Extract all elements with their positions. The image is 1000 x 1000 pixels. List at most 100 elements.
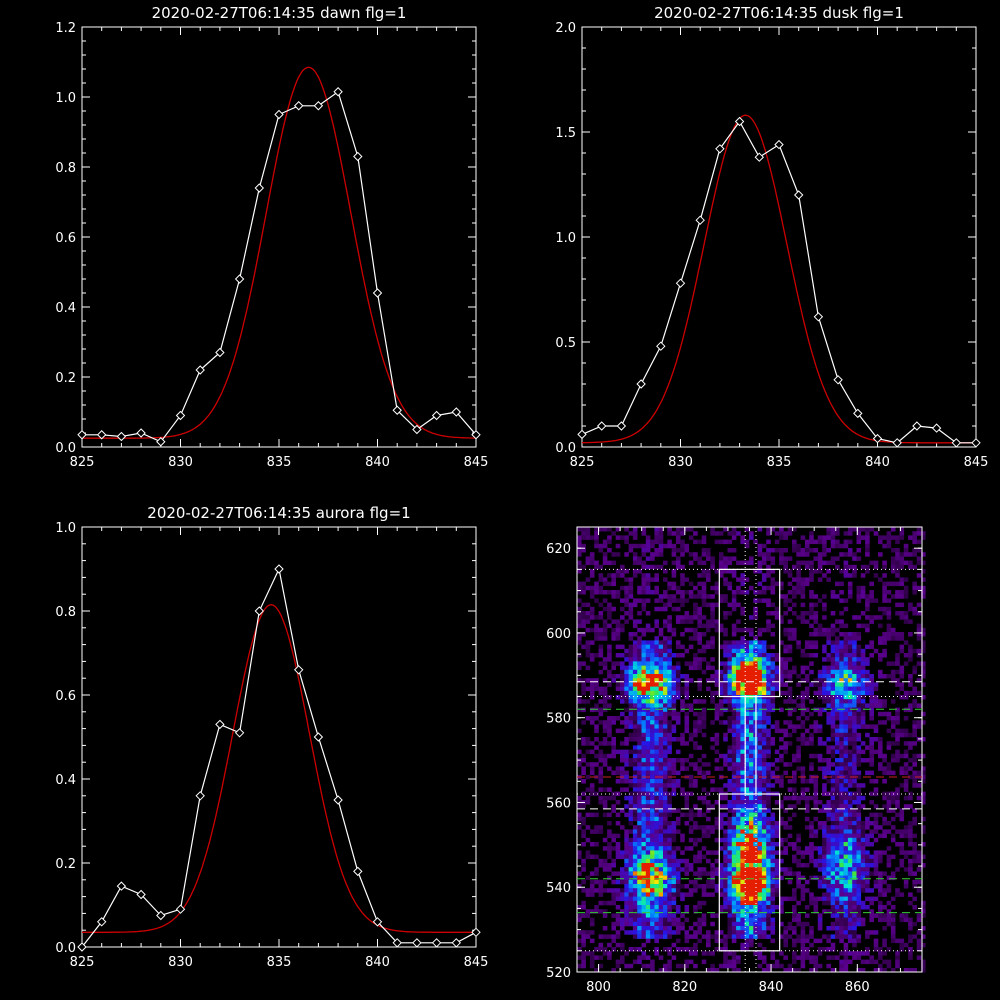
heatmap-cell [830,749,836,755]
heatmap-cell [727,825,733,830]
heatmap-cell [727,892,733,897]
heatmap-cell [753,892,758,897]
heatmap-cell [667,627,672,633]
heatmap-cell [675,921,681,927]
heatmap-cell [809,594,814,599]
heatmap-cell [650,921,655,927]
heatmap-cell [667,921,672,927]
heatmap-cell [886,791,892,797]
heatmap-cell [830,783,836,788]
heatmap-cell [654,913,659,918]
heatmap-cell [869,724,874,729]
heatmap-cell [650,779,655,784]
heatmap-cell [637,619,642,624]
heatmap-cell [701,602,707,608]
heatmap-cell [753,615,758,620]
heatmap-cell [632,825,638,830]
heatmap-cell [792,791,797,797]
heatmap-cell [813,678,819,683]
heatmap-cell [809,892,814,897]
heatmap-cell [710,690,715,696]
heatmap-cell [688,665,694,671]
heatmap-cell [903,795,909,801]
heatmap-cell [826,879,831,885]
heatmap-cell [581,661,586,666]
heatmap-cell [830,724,836,729]
heatmap-cell [736,892,741,897]
heatmap-cell [804,695,810,700]
heatmap-cell [809,753,814,759]
heatmap-cell [615,527,621,532]
heatmap-cell [882,653,887,658]
heatmap-cell [684,661,690,666]
heatmap-cell [822,842,827,847]
heatmap-cell [598,909,604,914]
heatmap-cell [663,808,668,813]
heatmap-cell [637,842,642,847]
heatmap-cell [774,581,780,587]
heatmap-cell [749,837,754,843]
heatmap-cell [731,527,737,532]
heatmap-cell [688,816,694,822]
heatmap-cell [826,678,831,683]
heatmap-cell [895,636,900,641]
heatmap-cell [632,900,638,906]
heatmap-cell [658,825,664,830]
heatmap-cell [757,695,763,700]
heatmap-cell [693,728,698,734]
heatmap-cell [878,657,883,662]
heatmap-cell [847,640,853,645]
heatmap-cell [839,724,844,729]
heatmap-cell [645,732,651,738]
heatmap-cell [890,564,896,570]
heatmap-cell [912,858,917,864]
heatmap-cell [757,527,763,532]
heatmap-cell [792,527,797,532]
heatmap-cell [921,913,926,918]
heatmap-cell [671,833,677,839]
heatmap-cell [598,543,604,549]
heatmap-cell [671,825,677,830]
heatmap-cell [680,577,685,582]
heatmap-cell [847,720,853,725]
heatmap-cell [663,846,668,851]
heatmap-cell [796,766,801,771]
heatmap-cell [843,543,849,549]
heatmap-cell [783,745,788,750]
heatmap-cell [749,741,754,746]
heatmap-cell [903,732,909,738]
heatmap-cell [581,619,586,624]
heatmap-cell [809,829,814,834]
heatmap-cell [796,833,801,839]
heatmap-cell [731,787,737,792]
heatmap-cell [684,682,690,687]
heatmap-cell [822,858,827,864]
heatmap-cell [693,905,698,910]
heatmap-cell [594,905,599,910]
heatmap-cell [761,577,767,582]
heatmap-cell [667,636,672,641]
heatmap-cell [903,594,909,599]
heatmap-cell [749,808,754,813]
heatmap-cell [912,686,917,692]
heatmap-cell [817,867,823,872]
heatmap-cell [650,669,655,675]
heatmap-cell [822,686,827,692]
dusk-data-point [675,278,686,288]
heatmap-cell [766,821,771,826]
heatmap-cell [792,669,797,675]
heatmap-cell [581,816,586,822]
heatmap-cell [826,842,831,847]
heatmap-cell [598,590,604,595]
heatmap-cell [796,695,801,700]
heatmap-cell [744,648,750,654]
heatmap-cell [727,585,733,591]
heatmap-cell [675,917,681,923]
heatmap-cell [598,636,604,641]
heatmap-cell [766,779,771,784]
heatmap-cell [843,711,849,717]
heatmap-cell [860,795,866,801]
heatmap-cell [602,543,608,549]
heatmap-cell [770,741,776,746]
